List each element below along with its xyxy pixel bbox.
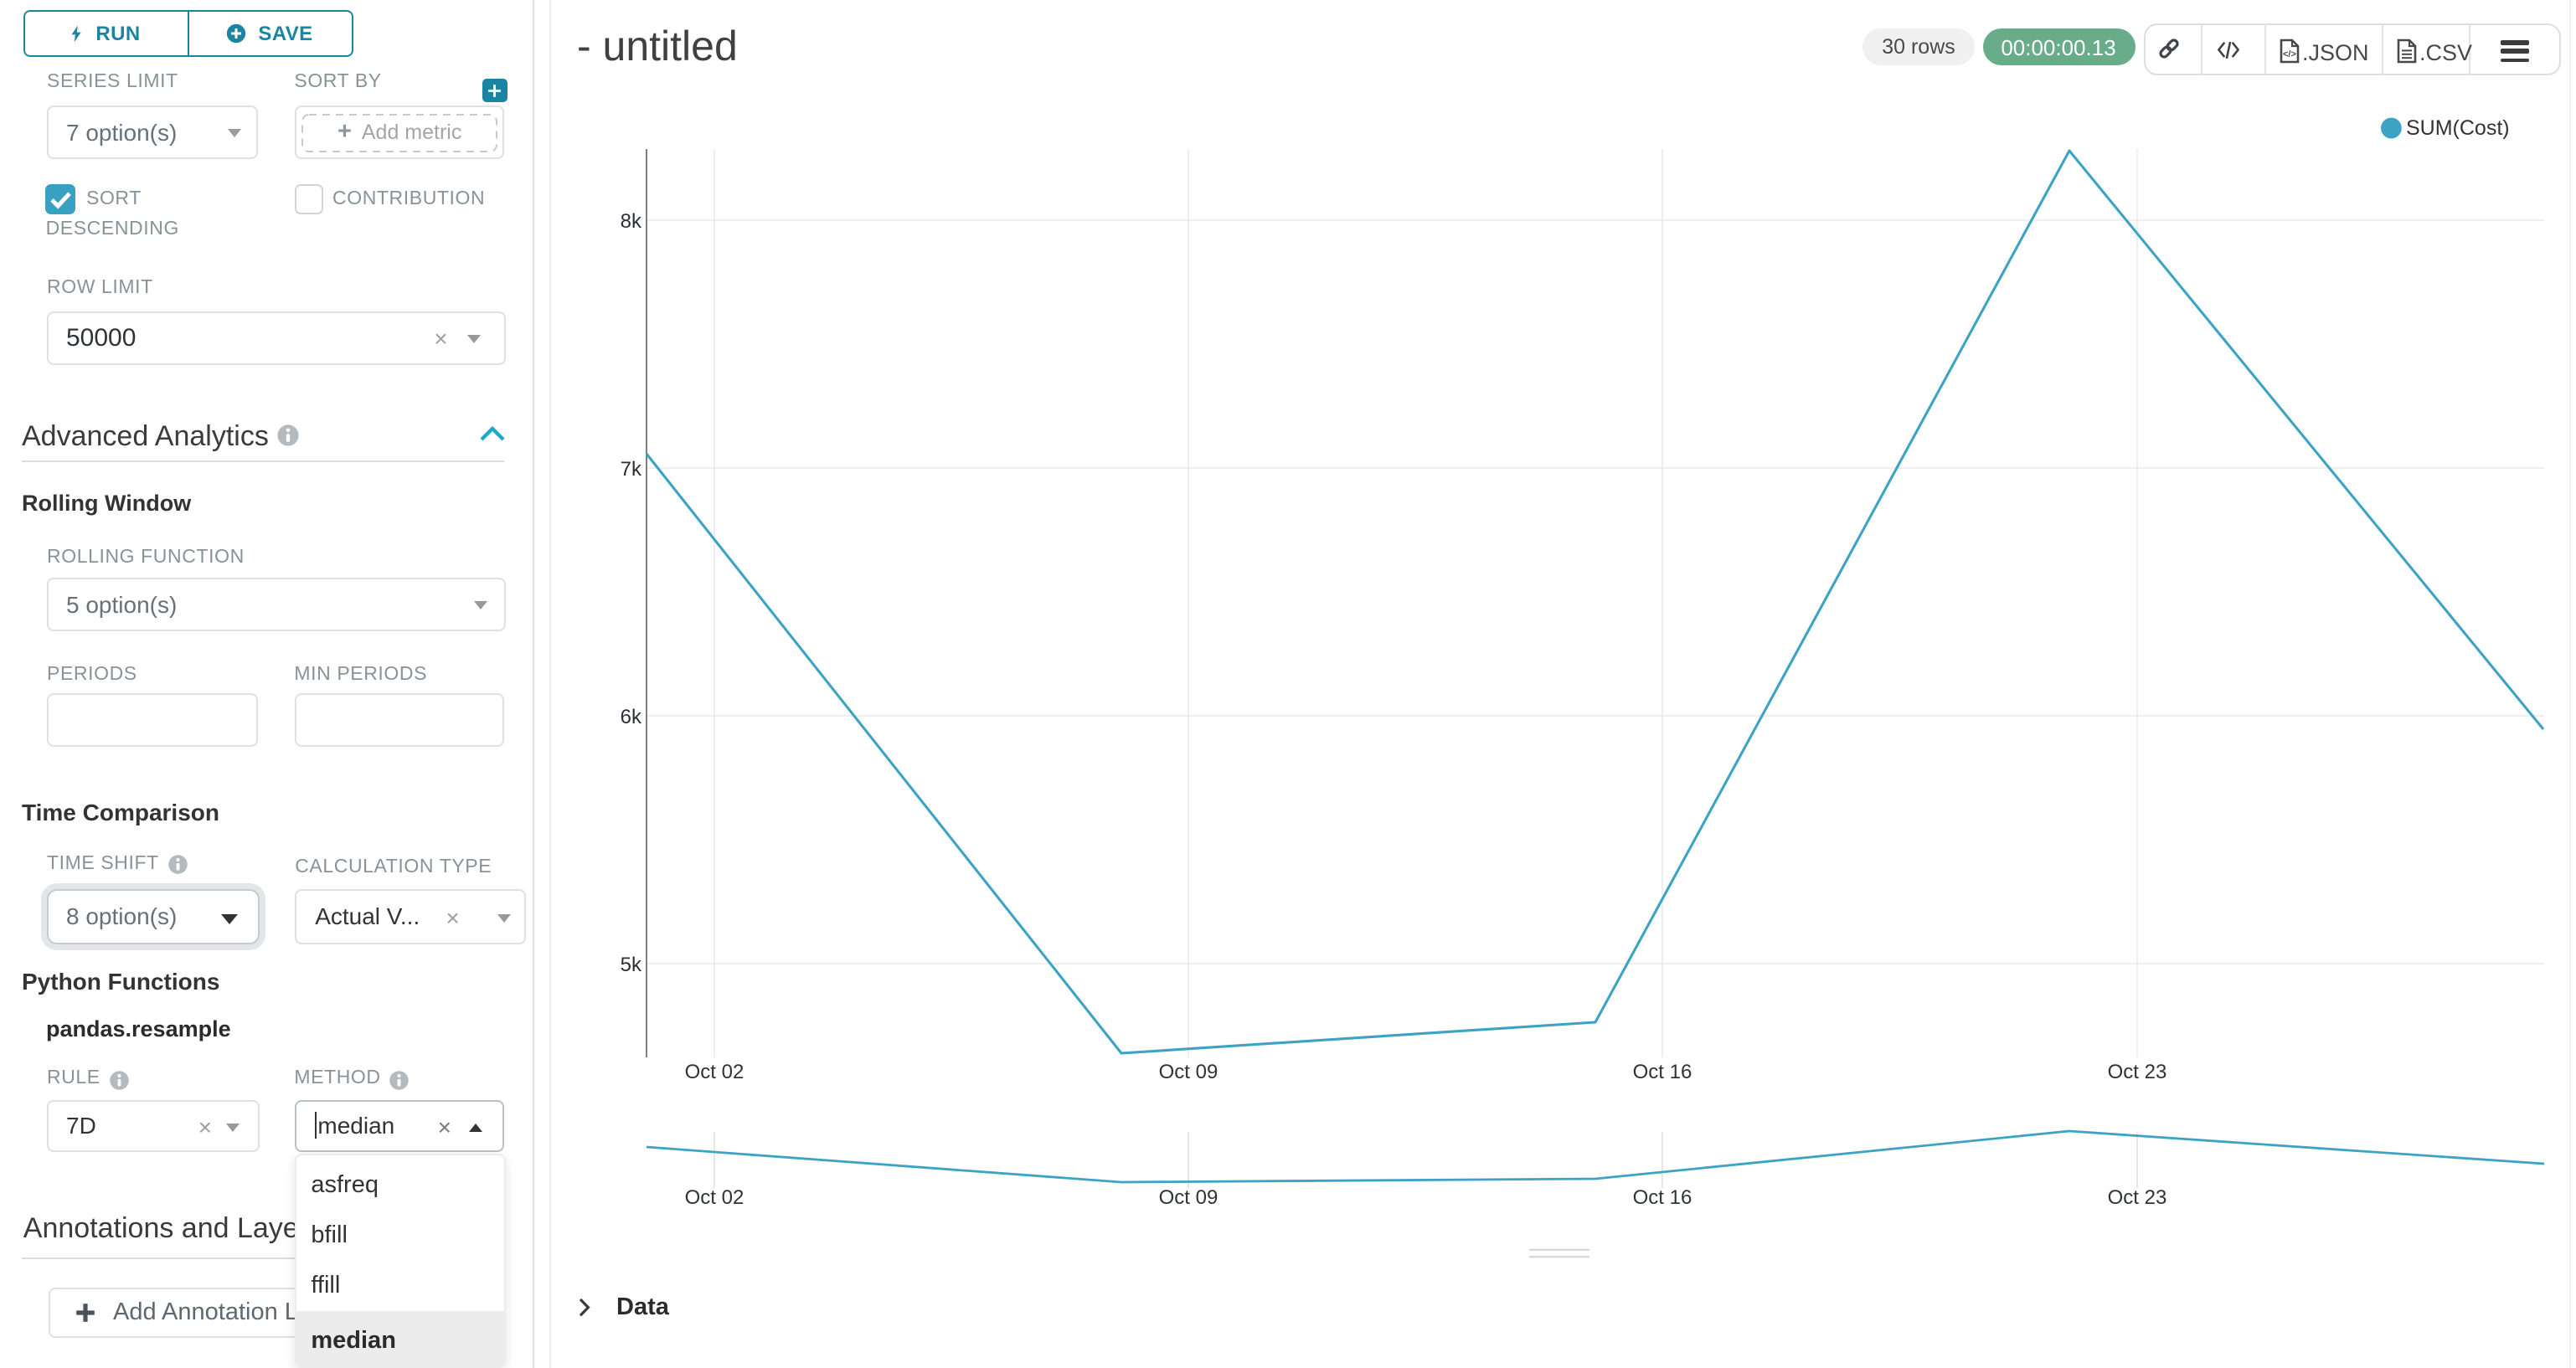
svg-text:</>: </> [2283, 49, 2296, 59]
svg-text:Oct 02: Oct 02 [685, 1061, 744, 1083]
svg-text:Oct 23: Oct 23 [2108, 1061, 2167, 1083]
svg-text:Oct 09: Oct 09 [1159, 1061, 1218, 1083]
svg-text:Oct 23: Oct 23 [2108, 1186, 2167, 1209]
svg-text:7k: 7k [621, 458, 642, 481]
svg-text:Oct 16: Oct 16 [1633, 1061, 1692, 1083]
svg-text:Oct 02: Oct 02 [685, 1186, 744, 1209]
svg-text:8k: 8k [621, 210, 642, 233]
svg-text:SUM(Cost): SUM(Cost) [2406, 116, 2510, 140]
svg-text:6k: 6k [621, 706, 642, 728]
svg-text:5k: 5k [621, 954, 642, 976]
svg-text:Oct 16: Oct 16 [1633, 1186, 1692, 1209]
svg-text:Oct 09: Oct 09 [1159, 1186, 1218, 1209]
